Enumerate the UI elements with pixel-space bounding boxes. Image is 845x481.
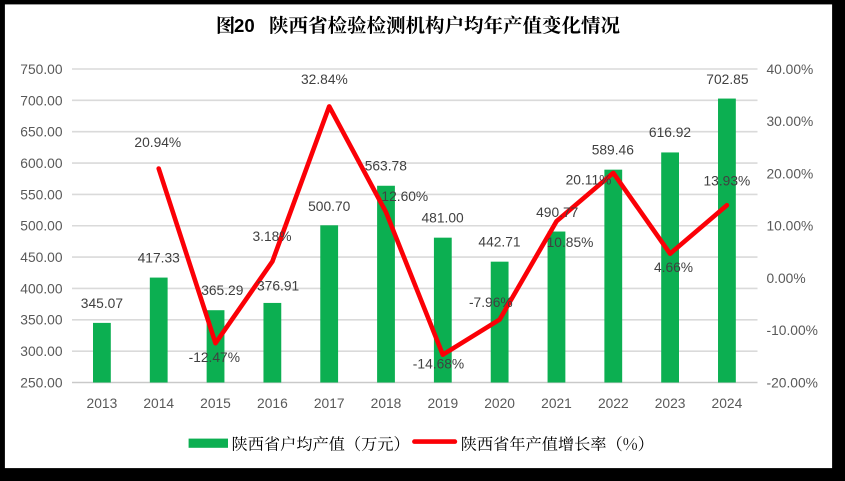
svg-text:32.84%: 32.84% [301, 72, 348, 87]
svg-text:2016: 2016 [257, 396, 288, 411]
svg-text:20.00%: 20.00% [767, 166, 814, 181]
svg-text:12.60%: 12.60% [381, 189, 428, 204]
svg-text:0.00%: 0.00% [767, 271, 806, 286]
svg-text:481.00: 481.00 [421, 210, 464, 225]
svg-text:2014: 2014 [143, 396, 174, 411]
svg-text:2020: 2020 [484, 396, 515, 411]
svg-text:442.71: 442.71 [478, 234, 520, 249]
svg-text:365.29: 365.29 [201, 283, 244, 298]
svg-text:4.66%: 4.66% [654, 260, 693, 275]
svg-text:20.94%: 20.94% [134, 135, 181, 150]
svg-text:500.00: 500.00 [20, 219, 63, 234]
svg-text:450.00: 450.00 [20, 250, 63, 265]
svg-text:350.00: 350.00 [20, 313, 63, 328]
svg-text:10.85%: 10.85% [547, 235, 594, 250]
svg-text:2022: 2022 [598, 396, 629, 411]
svg-text:40.00%: 40.00% [767, 62, 814, 77]
svg-text:563.78: 563.78 [365, 159, 408, 174]
svg-text:376.91: 376.91 [257, 278, 299, 293]
svg-text:650.00: 650.00 [20, 125, 63, 140]
svg-text:20: 20 [234, 15, 255, 36]
svg-text:550.00: 550.00 [20, 187, 63, 202]
svg-text:345.07: 345.07 [81, 296, 123, 311]
svg-text:2023: 2023 [655, 396, 686, 411]
svg-text:13.93%: 13.93% [704, 173, 751, 188]
svg-text:2018: 2018 [371, 396, 402, 411]
svg-text:3.18%: 3.18% [252, 229, 291, 244]
svg-text:2024: 2024 [712, 396, 743, 411]
svg-text:-7.96%: -7.96% [469, 295, 513, 310]
svg-text:616.92: 616.92 [649, 125, 691, 140]
svg-text:-12.47%: -12.47% [189, 350, 240, 365]
svg-text:250.00: 250.00 [20, 375, 63, 390]
svg-text:702.85: 702.85 [706, 72, 749, 87]
svg-text:30.00%: 30.00% [767, 114, 814, 129]
svg-text:500.70: 500.70 [308, 199, 351, 214]
svg-text:-14.68%: -14.68% [413, 357, 464, 372]
svg-text:300.00: 300.00 [20, 344, 63, 359]
svg-text:589.46: 589.46 [592, 143, 635, 158]
svg-text:10.00%: 10.00% [767, 219, 814, 234]
svg-text:700.00: 700.00 [20, 93, 63, 108]
svg-text:2017: 2017 [314, 396, 345, 411]
svg-text:-10.00%: -10.00% [767, 323, 818, 338]
svg-text:2019: 2019 [427, 396, 458, 411]
svg-text:417.33: 417.33 [138, 250, 181, 265]
svg-text:490.77: 490.77 [536, 205, 578, 220]
svg-text:-20.00%: -20.00% [767, 375, 818, 390]
svg-text:750.00: 750.00 [20, 62, 63, 77]
svg-text:2021: 2021 [541, 396, 572, 411]
svg-text:2015: 2015 [200, 396, 231, 411]
svg-text:400.00: 400.00 [20, 281, 63, 296]
svg-text:600.00: 600.00 [20, 156, 63, 171]
svg-text:2013: 2013 [87, 396, 118, 411]
svg-text:20.11%: 20.11% [566, 173, 612, 188]
